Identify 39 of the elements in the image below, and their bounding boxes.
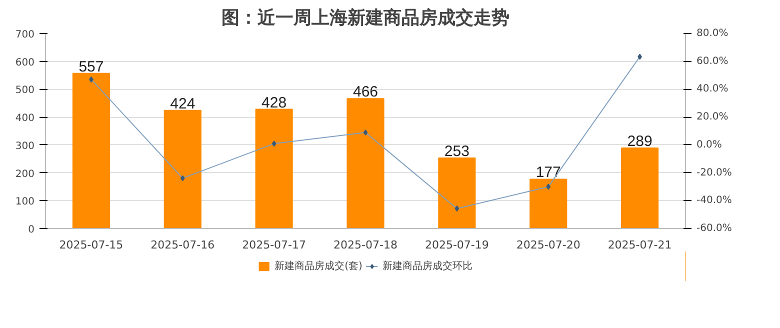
x-tick-label: 2025-07-20 xyxy=(516,238,580,252)
y2-tick-label: 0.0% xyxy=(696,139,722,150)
bar xyxy=(438,158,476,228)
y-tick-label: 100 xyxy=(15,196,35,208)
bar xyxy=(72,72,110,228)
x-tick-label: 2025-07-21 xyxy=(608,238,672,252)
data-label: 428 xyxy=(262,94,287,112)
x-tick-label: 2025-07-18 xyxy=(334,238,398,252)
y-tick-label: 400 xyxy=(15,113,35,124)
y2-tick-label: -60.0% xyxy=(696,223,732,234)
y-tick-label: 500 xyxy=(15,85,35,96)
x-tick-label: 2025-07-16 xyxy=(150,238,215,252)
x-tick-label: 2025-07-17 xyxy=(242,238,306,252)
y-tick-label: 200 xyxy=(15,168,35,180)
bar xyxy=(621,147,659,228)
bar xyxy=(530,178,568,228)
y-tick-label: 300 xyxy=(15,140,35,152)
x-tick-label: 2025-07-19 xyxy=(424,238,489,252)
bar xyxy=(164,110,202,228)
x-tick-label: 2025-07-15 xyxy=(59,238,124,252)
y2-tick-label: 40.0% xyxy=(696,84,728,95)
data-label: 557 xyxy=(78,58,104,76)
y2-tick-label: -40.0% xyxy=(696,195,732,206)
data-label: 424 xyxy=(170,95,196,112)
y2-tick-label: -20.0% xyxy=(696,167,732,178)
y-tick-label: 0 xyxy=(28,224,35,236)
data-label: 253 xyxy=(444,143,470,160)
y2-tick-label: 20.0% xyxy=(696,112,728,123)
bar xyxy=(255,108,293,228)
bar xyxy=(346,98,384,228)
legend-label: 新建商品房成交(套) xyxy=(274,260,362,273)
y-tick-label: 600 xyxy=(15,57,35,68)
y2-tick-label: 80.0% xyxy=(696,28,728,39)
data-label: 466 xyxy=(352,84,378,101)
y2-tick-label: 60.0% xyxy=(696,56,728,67)
legend-label: 新建商品房成交环比 xyxy=(382,260,472,273)
data-label: 289 xyxy=(627,132,652,150)
y-tick-label: 700 xyxy=(15,30,35,40)
chart-title: 图：近一周上海新建商品房成交走势 xyxy=(222,8,510,28)
